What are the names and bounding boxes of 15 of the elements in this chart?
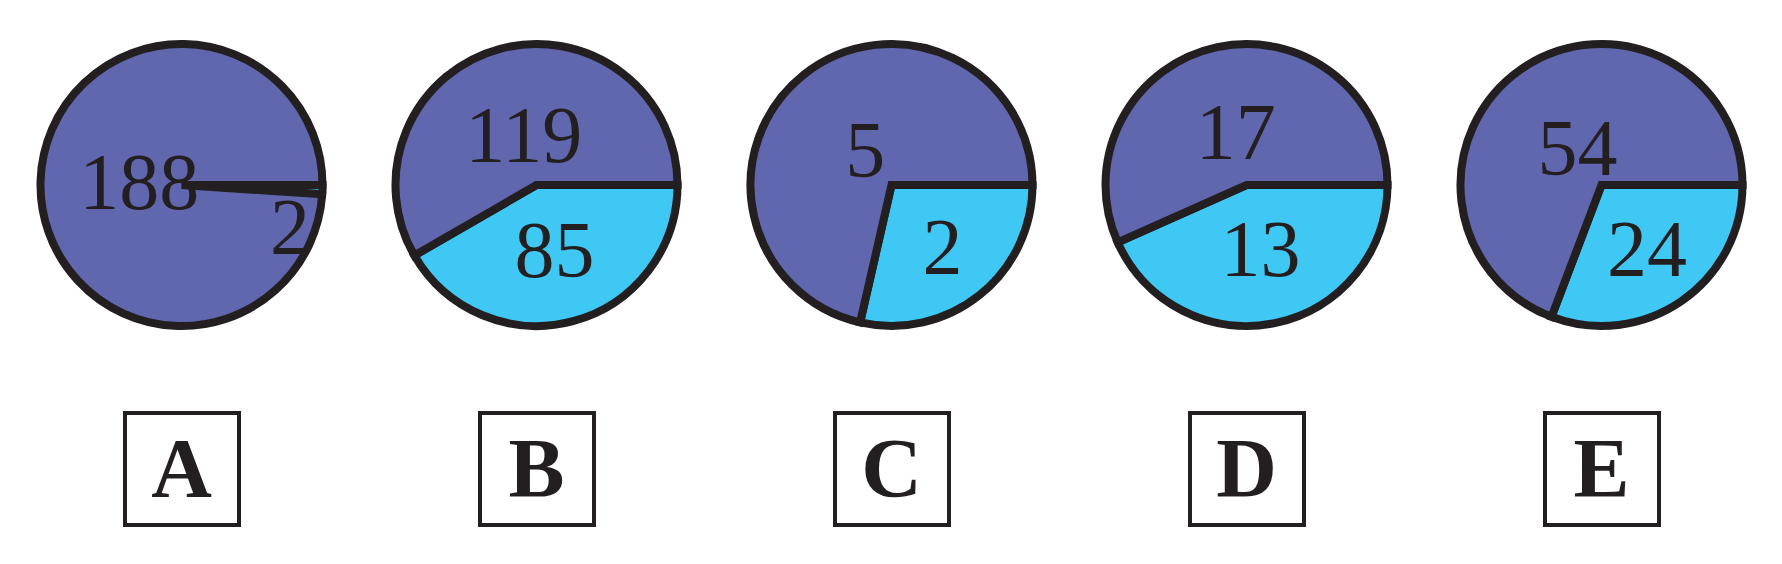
- text: D: [1187, 411, 1306, 527]
- data-label: 188: [79, 137, 200, 226]
- data-label: 5: [845, 105, 886, 194]
- text: A: [122, 411, 241, 527]
- text: C: [832, 411, 951, 527]
- data-label: 17: [1195, 88, 1276, 177]
- data-label: 119: [465, 91, 583, 180]
- data-label: 2: [270, 182, 311, 271]
- data-label: 13: [1220, 205, 1301, 294]
- text: B: [477, 411, 596, 527]
- data-label: 85: [514, 206, 595, 295]
- data-label: 24: [1606, 204, 1687, 293]
- text: E: [1542, 411, 1661, 527]
- data-label: 54: [1537, 104, 1618, 193]
- data-label: 2: [922, 203, 963, 292]
